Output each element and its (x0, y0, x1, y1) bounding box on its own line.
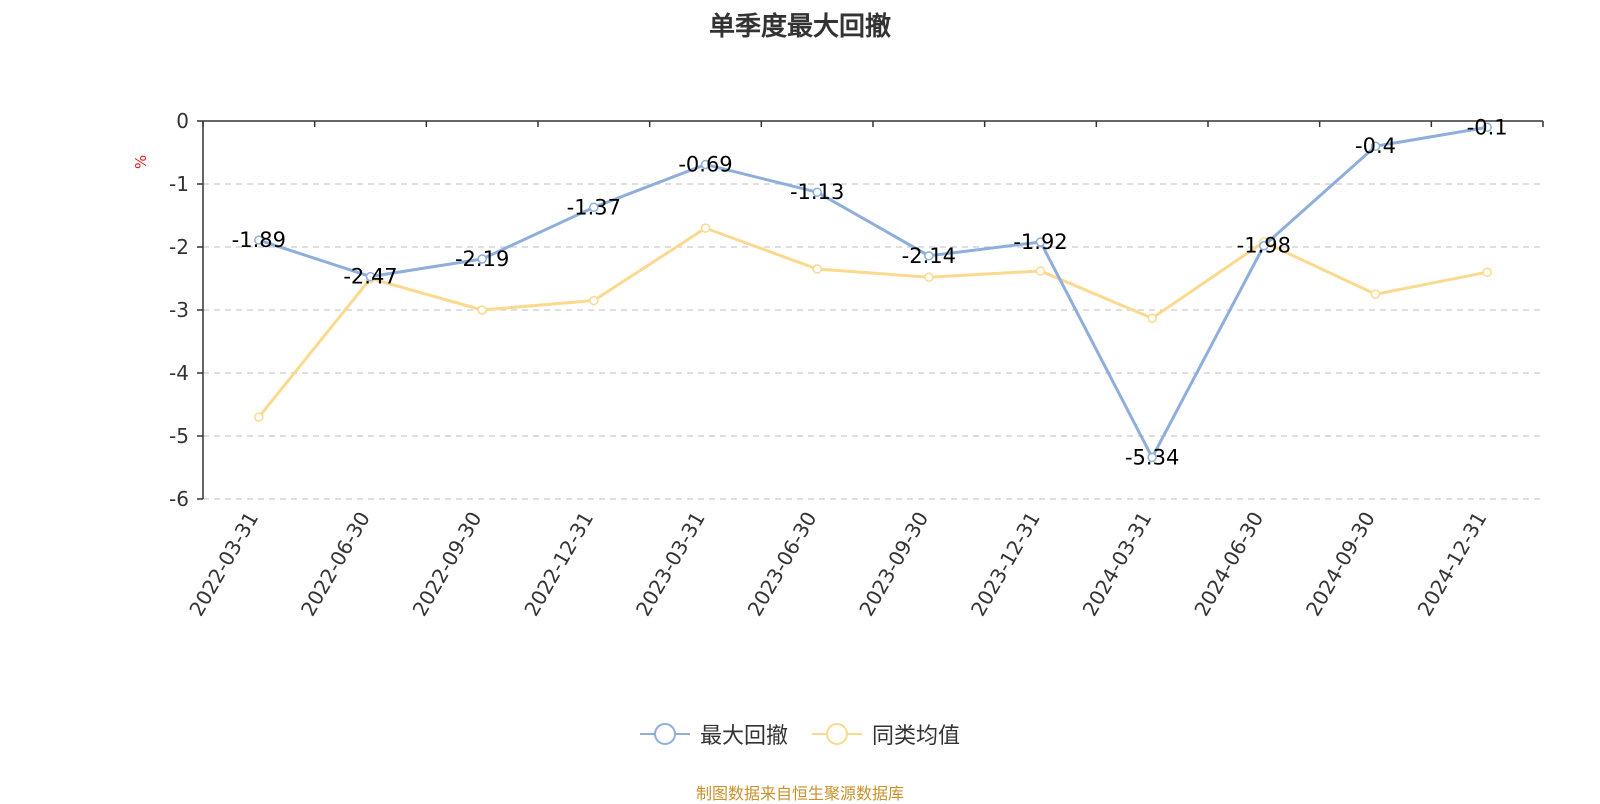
series-0-point-0 (254, 235, 264, 245)
x-tick-label-10: 2024-09-30 (1301, 508, 1380, 621)
y-axis-unit: % (132, 155, 150, 169)
y-tick-label-3: -3 (169, 298, 189, 322)
source-note: 制图数据来自恒生聚源数据库 (695, 784, 904, 803)
series-0-point-9 (1259, 240, 1269, 251)
data-label-7: -1.92 (1013, 230, 1067, 254)
x-tick-label-11: 2024-12-31 (1413, 508, 1492, 621)
series-0-point-7 (1035, 237, 1046, 247)
series-1-point-0 (254, 412, 264, 422)
legend-label-series-1: 同类均值 (872, 724, 961, 749)
data-label-9: -1.98 (1237, 234, 1291, 258)
legend-item-series-0[interactable]: 最大回撤 (639, 718, 788, 750)
x-tick-label-6: 2023-09-30 (854, 507, 933, 620)
series-0-point-2 (477, 254, 487, 264)
series-0-point-4 (700, 159, 711, 170)
series-line-0 (258, 125, 1488, 459)
x-tick-label-9: 2024-06-30 (1189, 508, 1268, 621)
x-tick-label-1: 2022-06-30 (296, 508, 375, 621)
series-1-point-6 (924, 272, 934, 282)
y-tick-label-1: -1 (169, 172, 189, 196)
data-label-0: -1.89 (232, 228, 286, 252)
data-label-1: -2.47 (343, 265, 397, 289)
data-label-3: -1.37 (567, 195, 621, 219)
legend: 最大回撤 同类均值 (0, 718, 1600, 750)
x-tick-label-0: 2022-03-31 (184, 508, 263, 621)
legend-swatch-series-1 (812, 723, 862, 745)
grid-lines (203, 183, 1543, 500)
data-label-4: -0.69 (678, 152, 732, 176)
data-label-2: -2.19 (455, 247, 509, 271)
x-tick-label-8: 2024-03-31 (1078, 508, 1157, 621)
series-lines (254, 122, 1492, 463)
legend-label-series-0: 最大回撤 (699, 724, 788, 749)
series-0-point-6 (924, 251, 934, 261)
x-tick-label-7: 2023-12-31 (966, 508, 1045, 621)
x-tick-label-3: 2022-12-31 (519, 508, 598, 621)
series-1-point-8 (1147, 313, 1157, 323)
series-1-point-10 (1370, 289, 1381, 299)
series-0-point-3 (589, 202, 599, 213)
legend-item-series-1[interactable]: 同类均值 (812, 718, 960, 750)
data-labels: -1.89 -2.47 -2.19 -1.37 -0.69 -1.13 -2.14 -1.92… (232, 115, 1508, 469)
series-1-point-7 (1035, 266, 1046, 276)
y-tick-label-0: 0 (176, 109, 189, 133)
y-tick-label-6: -6 (169, 487, 189, 511)
series-1-point-4 (700, 223, 711, 233)
x-tick-label-5: 2023-06-30 (743, 508, 822, 621)
y-tick-label-4: -4 (169, 361, 189, 385)
series-0-point-11 (1482, 122, 1492, 133)
series-0-point-10 (1370, 141, 1381, 151)
data-label-11: -0.1 (1467, 115, 1508, 139)
legend-swatch-series-0 (639, 723, 690, 745)
y-tick-label-2: -2 (169, 235, 189, 259)
x-tick-label-4: 2023-03-31 (631, 508, 710, 621)
data-label-5: -1.13 (790, 180, 844, 204)
series-line-1 (257, 226, 1488, 419)
series-0-point-1 (365, 271, 376, 282)
series-0-point-5 (812, 187, 822, 197)
data-label-6: -2.14 (902, 244, 956, 268)
data-label-10: -0.4 (1355, 134, 1396, 158)
series-1-point-5 (812, 264, 822, 274)
series-1-point-2 (477, 305, 487, 315)
y-tick-label-5: -5 (169, 424, 189, 448)
data-label-8: -5.34 (1125, 445, 1179, 469)
series-1-point-3 (589, 295, 599, 306)
series-0-point-8 (1147, 452, 1157, 463)
x-tick-label-2: 2022-09-30 (408, 507, 487, 620)
series-1-point-11 (1482, 267, 1492, 277)
chart-title: 单季度最大回撤 (708, 12, 891, 42)
